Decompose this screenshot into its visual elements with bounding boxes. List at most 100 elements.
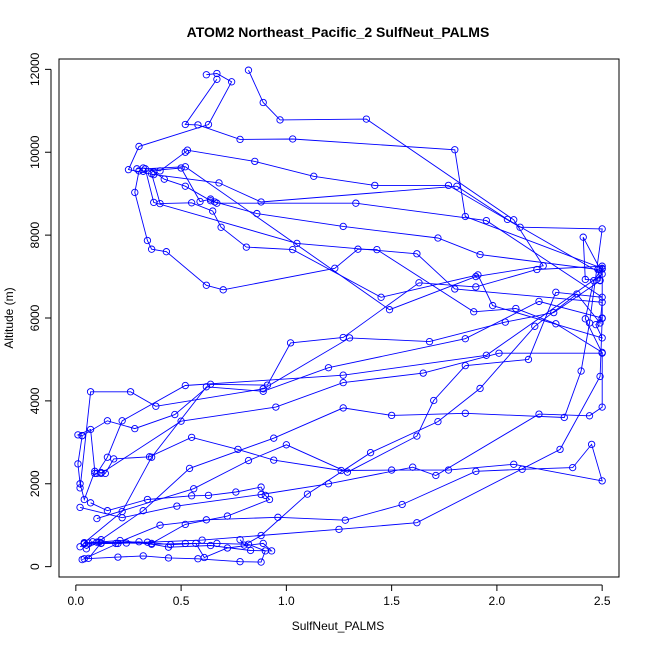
data-point [131, 188, 139, 197]
data-point [324, 480, 333, 488]
data-point [162, 248, 171, 256]
data-point [97, 539, 105, 547]
data-point [569, 463, 577, 472]
data-point [135, 167, 143, 175]
data-point [272, 403, 280, 411]
data-point [202, 281, 211, 289]
data-point [339, 371, 347, 379]
series-line [96, 167, 603, 520]
data-point [432, 471, 440, 480]
data-point [352, 199, 360, 207]
data-point [535, 410, 543, 418]
data-point [259, 98, 267, 107]
data-point [126, 388, 135, 396]
data-point [461, 409, 469, 417]
data-point [377, 293, 385, 301]
data-point [535, 297, 543, 306]
x-tick-label: 0.0 [67, 594, 84, 608]
data-point [337, 466, 345, 475]
data-point [101, 469, 109, 478]
data-point [76, 484, 84, 492]
data-point [204, 491, 213, 500]
x-tick-label: 0.5 [173, 594, 190, 608]
data-point [76, 503, 84, 512]
data-point [177, 164, 185, 172]
data-point [293, 239, 301, 248]
data-point [181, 148, 189, 156]
data-point [310, 172, 318, 180]
series-4 [82, 146, 606, 553]
data-point [501, 318, 509, 326]
data-point [259, 387, 267, 395]
data-point [97, 468, 105, 477]
data-point [213, 199, 221, 207]
data-point [86, 388, 95, 396]
data-point [150, 168, 158, 176]
series-line [86, 149, 603, 550]
series-10 [80, 433, 606, 548]
data-point [598, 403, 606, 411]
data-point [387, 411, 396, 420]
data-point [516, 223, 524, 231]
data-point [339, 378, 347, 387]
data-point [495, 349, 503, 357]
data-point [213, 75, 221, 83]
data-point [430, 396, 438, 405]
data-point [147, 170, 156, 178]
data-point [160, 175, 168, 183]
series-line [84, 171, 603, 543]
data-point [482, 216, 491, 225]
x-tick-label: 1.5 [383, 594, 400, 608]
data-point [166, 541, 175, 549]
data-point [251, 157, 259, 166]
data-point [596, 277, 604, 285]
data-point [131, 424, 139, 433]
series-line [88, 486, 271, 544]
data-point [434, 417, 442, 426]
data-point [533, 265, 541, 274]
data-point [270, 434, 278, 442]
data-point [139, 167, 147, 175]
data-point [598, 314, 606, 323]
data-point [217, 223, 225, 231]
data-point [143, 236, 152, 245]
data-point [80, 539, 88, 547]
data-point [190, 485, 198, 493]
y-tick-label: 8000 [28, 221, 42, 248]
data-point [524, 355, 533, 364]
data-point [187, 492, 196, 500]
data-point [206, 541, 215, 550]
data-point [476, 384, 484, 393]
y-axis: 0 2000 4000 6000 8000 10000 12000 [28, 52, 52, 570]
data-point [552, 320, 560, 328]
data-point [444, 181, 453, 190]
data-point [209, 207, 217, 215]
data-point [531, 322, 539, 330]
data-point [265, 495, 274, 504]
data-point [371, 181, 379, 190]
data-point [246, 546, 255, 555]
data-point [181, 163, 189, 171]
data-point [253, 209, 261, 218]
series-line [79, 170, 603, 519]
data-point [82, 541, 91, 549]
data-point [244, 456, 253, 465]
data-point [470, 308, 478, 316]
data-point [232, 488, 240, 496]
data-point [282, 441, 291, 449]
data-point [183, 146, 192, 154]
data-point [118, 514, 126, 522]
data-point [177, 417, 185, 425]
data-point [413, 519, 421, 527]
data-point [114, 553, 122, 561]
data-point [236, 558, 244, 566]
data-point [196, 197, 204, 206]
x-tick-label: 1.0 [278, 594, 295, 608]
series-1 [93, 69, 606, 478]
data-point [289, 135, 297, 143]
series-3 [97, 75, 606, 478]
data-point [187, 199, 196, 207]
data-point [461, 362, 469, 370]
series-8 [78, 170, 606, 564]
data-point [204, 120, 213, 129]
